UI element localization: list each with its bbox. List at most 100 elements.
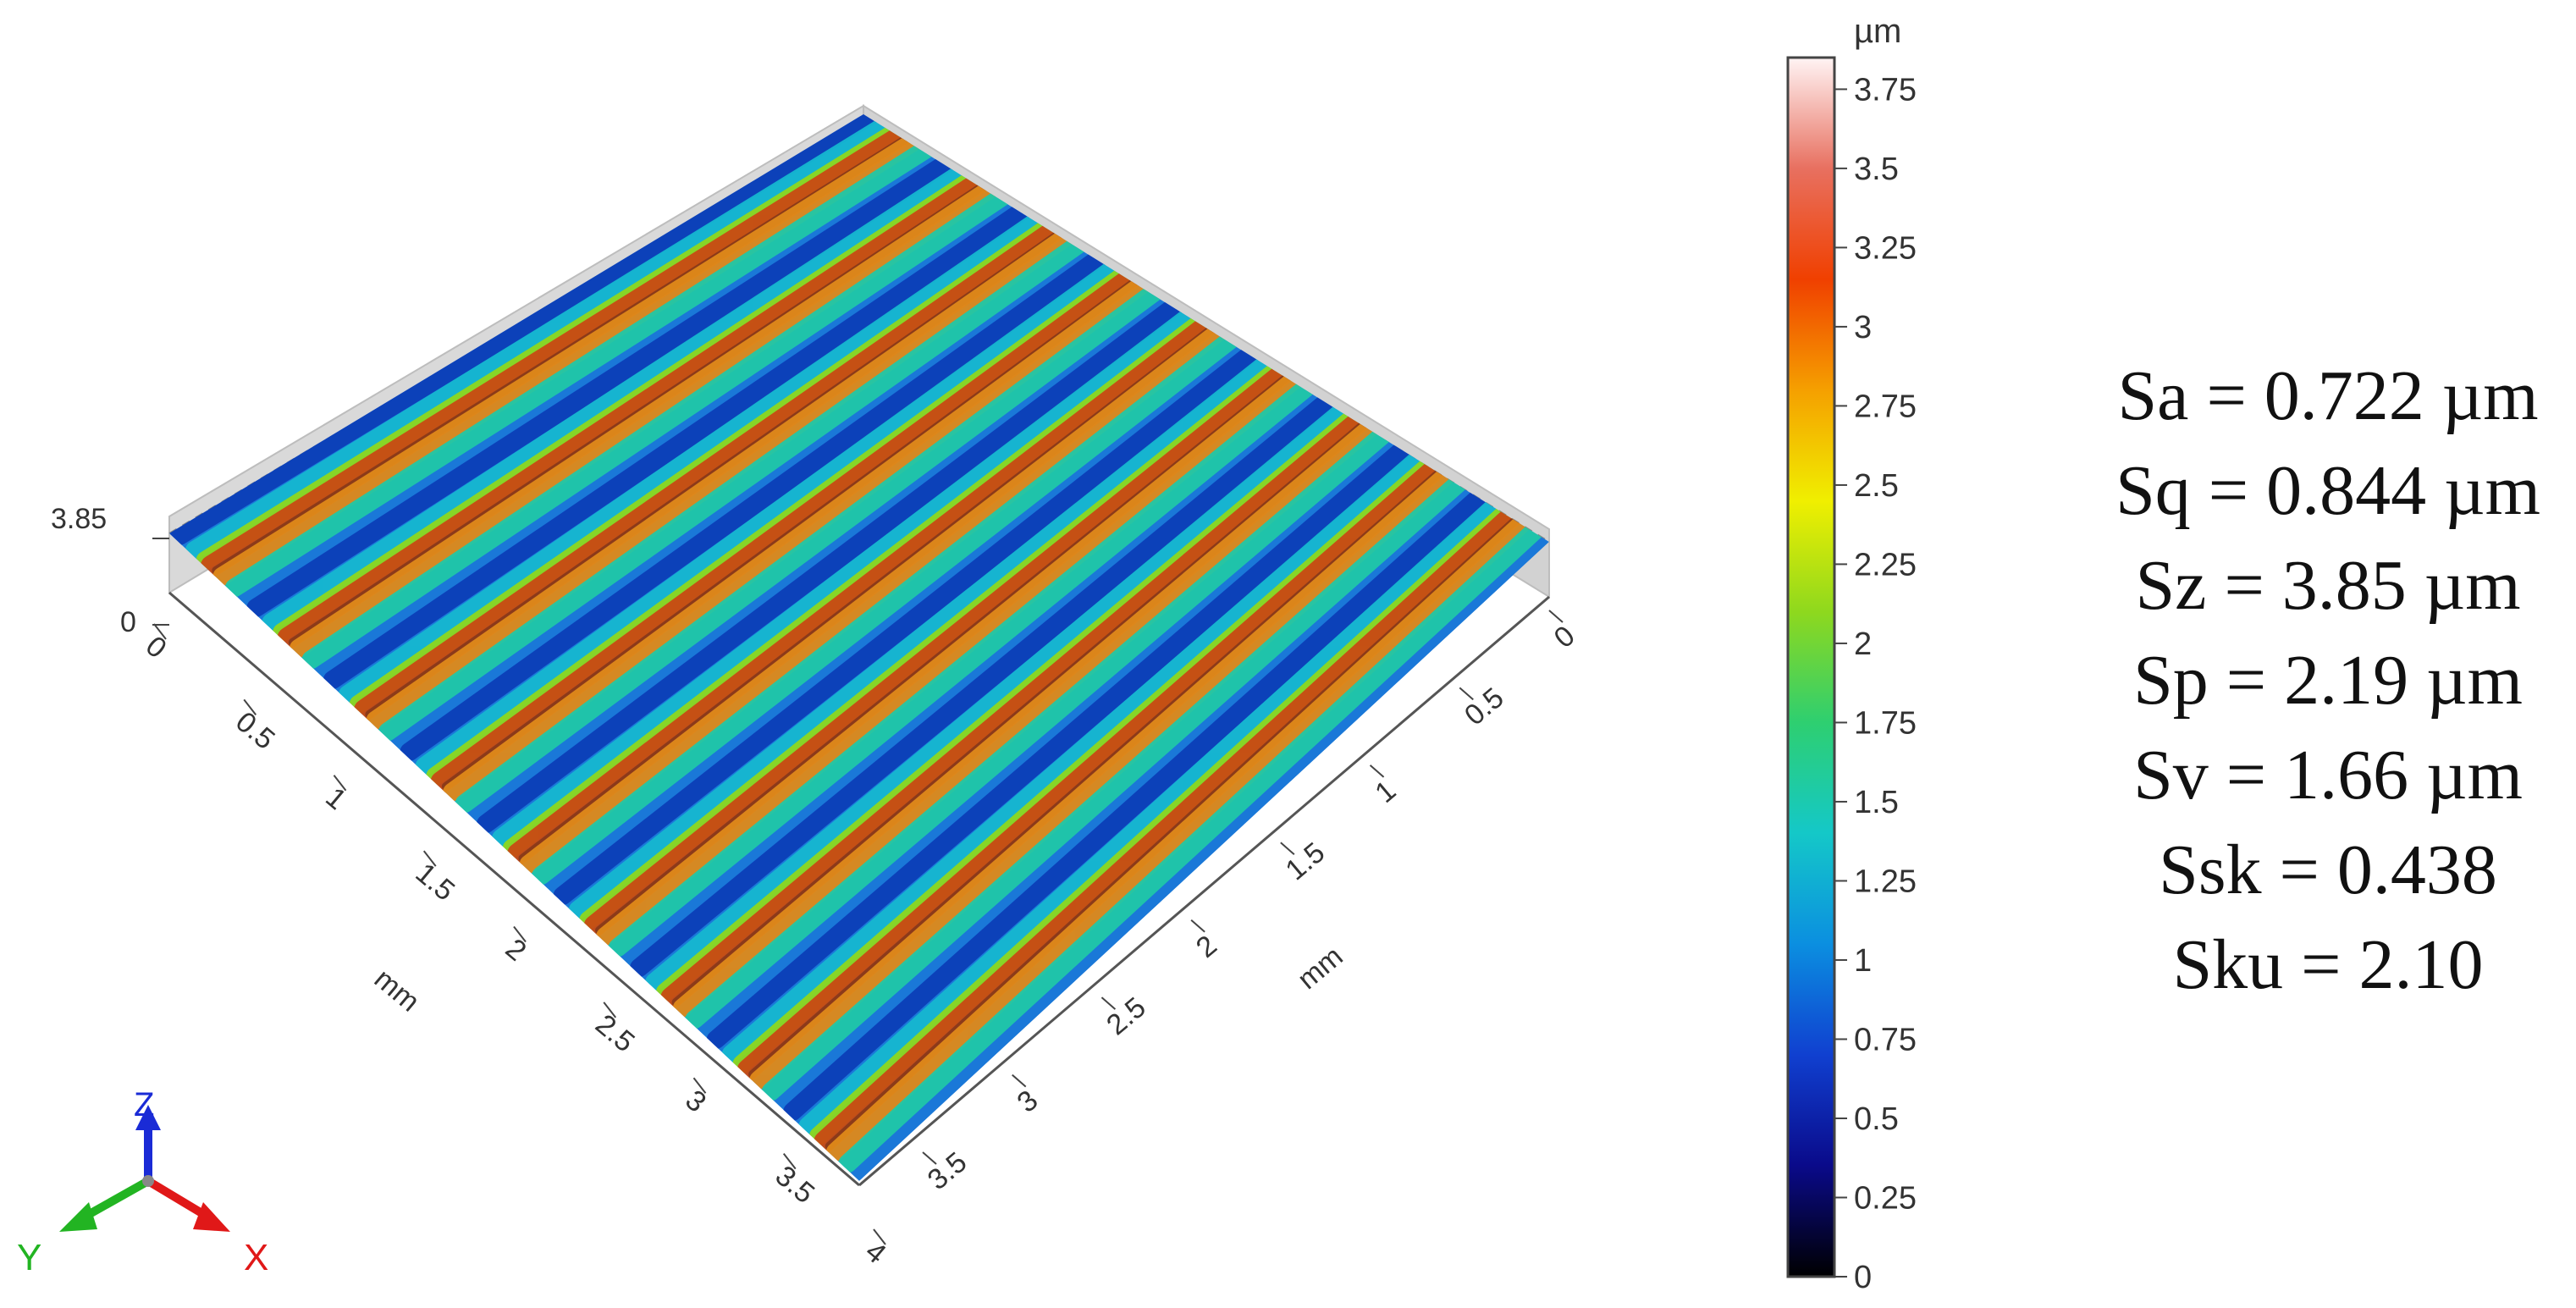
- colorbar-unit: µm: [1854, 13, 1901, 50]
- surface-ridge-band: [721, 446, 1431, 1064]
- left-axis-tick-mark: [422, 850, 437, 867]
- colorbar-tick-label: 0.5: [1854, 1101, 1899, 1137]
- surface-ridge-band: [583, 360, 1298, 937]
- axis-triad: Z X Y: [17, 1086, 268, 1278]
- param-sa: Sa = 0.722 µm: [2117, 356, 2539, 435]
- left-axis-tick-mark: [692, 1077, 707, 1094]
- surface-ridge-band: [212, 130, 926, 586]
- colorbar-tick-label: 3.75: [1854, 72, 1917, 108]
- surface-ridge-band: [645, 399, 1355, 992]
- left-axis-tick-mark: [873, 1228, 886, 1245]
- surface-ridge-band: [706, 437, 1416, 1050]
- surface-ridge-band: [430, 265, 1145, 793]
- plot-box-front-edges: [168, 591, 1550, 1187]
- left-axis-tick-label: 0: [140, 630, 173, 665]
- left-axis-tick-mark: [243, 698, 257, 715]
- left-axis-tick-label: 3.5: [769, 1160, 821, 1210]
- param-sq: Sq = 0.844 µm: [2115, 451, 2540, 530]
- colorbar-tick-label: 1.25: [1854, 864, 1917, 899]
- right-axis-tick-mark: [1190, 919, 1205, 933]
- left-axis-tick-label: 2: [499, 933, 532, 968]
- surface-ridge-band: [200, 122, 917, 577]
- surface-mesh: [169, 114, 1549, 1181]
- left-axis-tick-mark: [153, 623, 167, 640]
- param-sv: Sv = 1.66 µm: [2133, 736, 2523, 814]
- left-axis-tick-label: 2.5: [589, 1008, 641, 1058]
- right-axis-tick-label: 2.5: [1100, 991, 1152, 1041]
- right-axis-tick-label: 3: [1011, 1084, 1044, 1118]
- colorbar-tick-label: 3: [1854, 310, 1872, 345]
- surface-ridge-band: [415, 256, 1127, 776]
- left-axis-tick-label: 1: [319, 781, 352, 816]
- colorbar-tick-label: 0.75: [1854, 1022, 1917, 1057]
- left-axis-tick-label: 3: [679, 1084, 712, 1118]
- surface-ridge-band: [185, 114, 898, 560]
- surface-ridge-band: [814, 502, 1526, 1153]
- surface-ridge-band: [519, 321, 1231, 874]
- surface-ridge-band: [596, 368, 1307, 946]
- surface-ridge-band: [378, 233, 1090, 742]
- right-axis-tick-mark: [1100, 996, 1117, 1010]
- surface-ridge-band: [761, 471, 1471, 1101]
- surface-ridge-band: [338, 208, 1051, 704]
- right-axis-tick-label: 1: [1369, 775, 1402, 809]
- surface-ridge-band: [568, 351, 1279, 920]
- surface-ridge-band: [277, 169, 993, 649]
- colorbar-tick-label: 1.5: [1854, 785, 1899, 820]
- colorbar-tick-label: 2.75: [1854, 389, 1917, 424]
- left-axis-tick-mark: [513, 925, 527, 943]
- surface-ridge-band: [476, 294, 1188, 834]
- surface-ridge-band: [838, 518, 1547, 1173]
- right-axis-tick-mark: [922, 1151, 937, 1165]
- right-axis-tick-label: 0: [1548, 620, 1581, 654]
- colorbar-tick-label: 0.25: [1854, 1180, 1917, 1216]
- surface-ridge-band: [825, 511, 1536, 1162]
- right-axis-tick-label: 0.5: [1459, 682, 1510, 731]
- surface-ridge-band: [685, 423, 1395, 1029]
- surface-ridge-band: [660, 407, 1374, 1009]
- triad-x-label: X: [244, 1237, 268, 1278]
- left-axis-tick-label: 0.5: [229, 705, 281, 755]
- right-axis-tick-mark: [1012, 1073, 1027, 1088]
- colorbar-tick-label: 2: [1854, 626, 1872, 662]
- y-arrow-icon: [59, 1202, 97, 1232]
- triad-z-label: Z: [134, 1086, 154, 1123]
- colorbar-tick-label: 3.5: [1854, 152, 1899, 187]
- surface-ridge-band: [532, 328, 1243, 886]
- param-sz: Sz = 3.85 µm: [2135, 546, 2521, 625]
- surface-ridge-band: [749, 463, 1459, 1090]
- param-ssk: Ssk = 0.438: [2159, 831, 2497, 909]
- colorbar-tick-label: 3.25: [1854, 230, 1917, 266]
- z-axis-bottom-label: 0: [120, 606, 136, 638]
- colorbar-tick-label: 2.5: [1854, 468, 1899, 504]
- surface-ridge-band: [672, 416, 1383, 1018]
- colorbar-tick-label: 0: [1854, 1260, 1872, 1295]
- surface-ridge-band: [553, 341, 1264, 906]
- param-sp: Sp = 2.19 µm: [2133, 641, 2523, 720]
- z-arrow-icon: [135, 1105, 161, 1130]
- left-axis-tick-mark: [782, 1153, 797, 1170]
- surface-ridge-band: [507, 312, 1222, 865]
- colorbar-tick-label: 2.25: [1854, 547, 1917, 582]
- surface-ridge-band: [301, 185, 1014, 670]
- x-arrow-icon: [193, 1202, 230, 1232]
- surface-ridge-band: [400, 246, 1111, 762]
- left-axis-tick-label: 1.5: [410, 857, 461, 907]
- z-axis-top-label: 3.85: [51, 503, 107, 535]
- surface-ridge-band: [443, 273, 1155, 802]
- right-axis-unit: mm: [1292, 941, 1349, 996]
- triad-y-label: Y: [17, 1237, 41, 1278]
- surface-ridge-band: [169, 114, 883, 546]
- z-axis: 3.85 0: [51, 503, 169, 638]
- surface-ridge-band: [224, 138, 938, 598]
- surface-ridge-band: [353, 218, 1069, 721]
- colorbar: µm 0 0.25 0.5 0.75 1 1.25 1.5 1.75 2 2.25 2.5 2.75 3…: [1786, 13, 1917, 1295]
- surface-ridge-band: [783, 484, 1492, 1122]
- surface-ridge-band: [455, 281, 1167, 814]
- right-axis-tick-label: 3.5: [922, 1146, 974, 1196]
- surface-ridge-band: [608, 376, 1319, 958]
- right-axis-tick-mark: [1369, 764, 1385, 778]
- surface-ridge-band: [492, 303, 1203, 848]
- right-axis-tick-label: 1.5: [1280, 836, 1332, 886]
